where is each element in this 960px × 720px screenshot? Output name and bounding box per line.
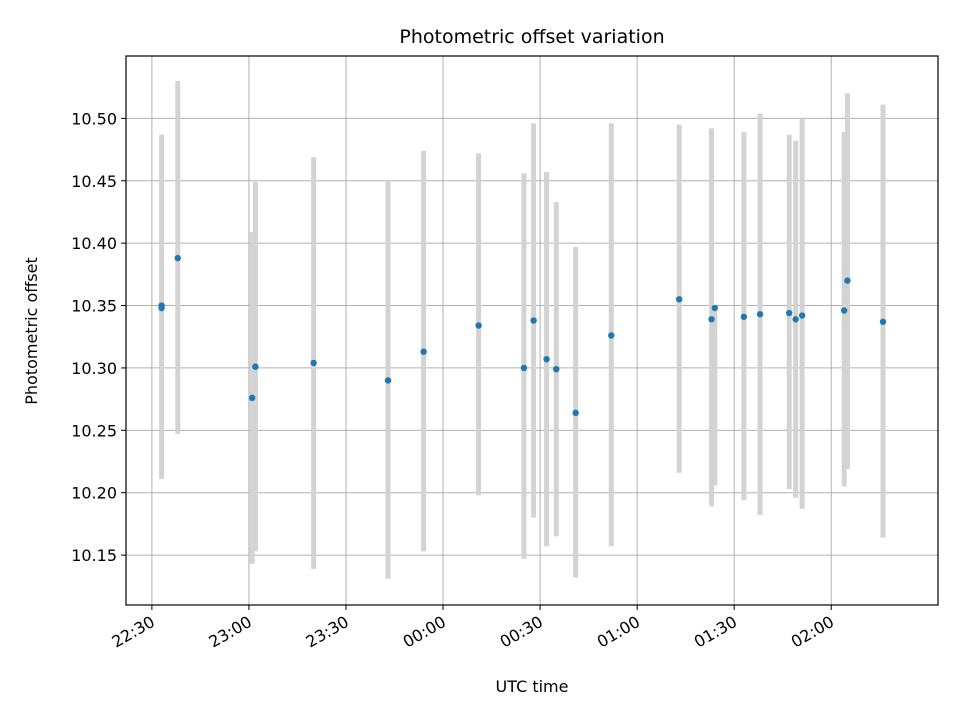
y-tick-label: 10.15: [71, 546, 117, 565]
data-point: [844, 277, 851, 284]
chart-title: Photometric offset variation: [399, 26, 664, 48]
data-point: [158, 304, 165, 312]
data-point: [756, 311, 764, 318]
y-tick-label: 10.40: [71, 234, 117, 253]
data-point: [520, 364, 528, 372]
y-tick-label: 10.30: [71, 359, 117, 378]
data-point: [879, 318, 887, 325]
data-point: [572, 409, 579, 417]
data-point: [543, 355, 550, 363]
data-point: [252, 363, 259, 370]
data-point: [798, 312, 806, 319]
data-point: [608, 332, 615, 339]
data-point: [248, 394, 256, 402]
data-point: [420, 348, 427, 355]
y-axis-label: Photometric offset: [22, 257, 41, 405]
data-point: [530, 317, 537, 324]
data-point: [553, 365, 560, 373]
data-points: [158, 254, 887, 417]
y-tick-label: 10.20: [71, 484, 117, 503]
x-axis-label: UTC time: [496, 677, 569, 696]
y-tick-label: 10.35: [71, 297, 117, 316]
data-point: [740, 313, 748, 320]
data-point: [792, 316, 799, 323]
y-tick-label: 10.50: [71, 109, 117, 128]
plot-frame: [125, 55, 939, 606]
data-point: [675, 296, 683, 303]
y-tick-label: 10.25: [71, 421, 117, 440]
y-tick-label: 10.45: [71, 172, 117, 191]
data-point: [384, 377, 392, 384]
data-point: [475, 322, 482, 329]
data-point: [711, 304, 718, 312]
data-point: [785, 309, 793, 317]
data-point: [174, 254, 181, 262]
data-point: [840, 307, 848, 314]
data-point: [310, 359, 317, 367]
data-point: [708, 316, 715, 323]
